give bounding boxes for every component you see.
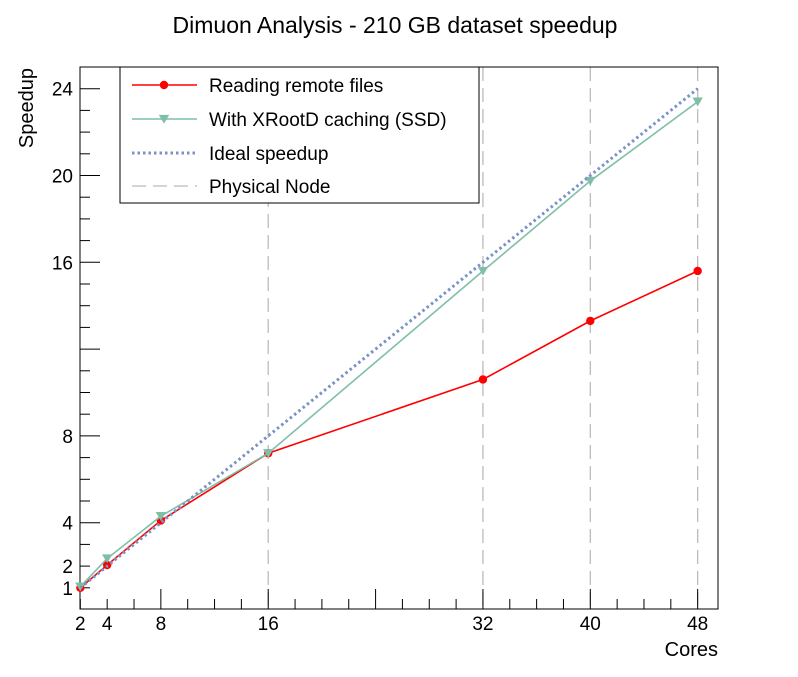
y-tick-label: 2 [62,557,73,578]
data-point [478,375,488,384]
legend-label: Ideal speedup [209,144,328,165]
chart-title: Dimuon Analysis - 210 GB dataset speedup [173,12,618,38]
data-point [263,449,274,458]
data-point [101,554,113,564]
data-point [477,266,489,276]
x-tick-label: 32 [472,614,493,635]
y-tick-label: 4 [62,514,73,535]
x-tick-label: 4 [102,614,113,635]
series-line [79,270,698,589]
y-tick-label: 8 [62,427,73,448]
legend-marker [158,114,170,124]
legend-marker [159,80,169,90]
x-tick-label: 8 [156,614,167,635]
legend-box [119,66,480,204]
data-point [585,176,596,186]
data-point [155,512,167,521]
x-axis-label: Cores [665,639,718,661]
legend-label: Physical Node [209,177,330,198]
series-group [75,87,703,592]
x-tick-label: 48 [687,614,708,635]
legend-label: Reading remote files [209,76,383,97]
data-point [693,266,702,276]
x-axis: 2 4 8 16 32 40 48 [75,589,708,635]
y-tick-label: 1 [62,579,73,600]
legend-label: With XRootD caching (SSD) [209,110,447,131]
y-tick-label: 24 [52,80,74,101]
data-point [692,97,703,107]
x-tick-label: 40 [580,614,601,635]
data-point [586,316,595,326]
x-tick-label: 2 [75,614,86,635]
x-tick-label: 16 [258,614,279,635]
series-line [79,87,699,589]
y-tick-label: 20 [52,167,73,188]
y-tick-label: 16 [52,253,73,274]
legend: Reading remote files With XRootD caching … [119,66,480,204]
y-axis-label: Speedup [16,68,38,148]
